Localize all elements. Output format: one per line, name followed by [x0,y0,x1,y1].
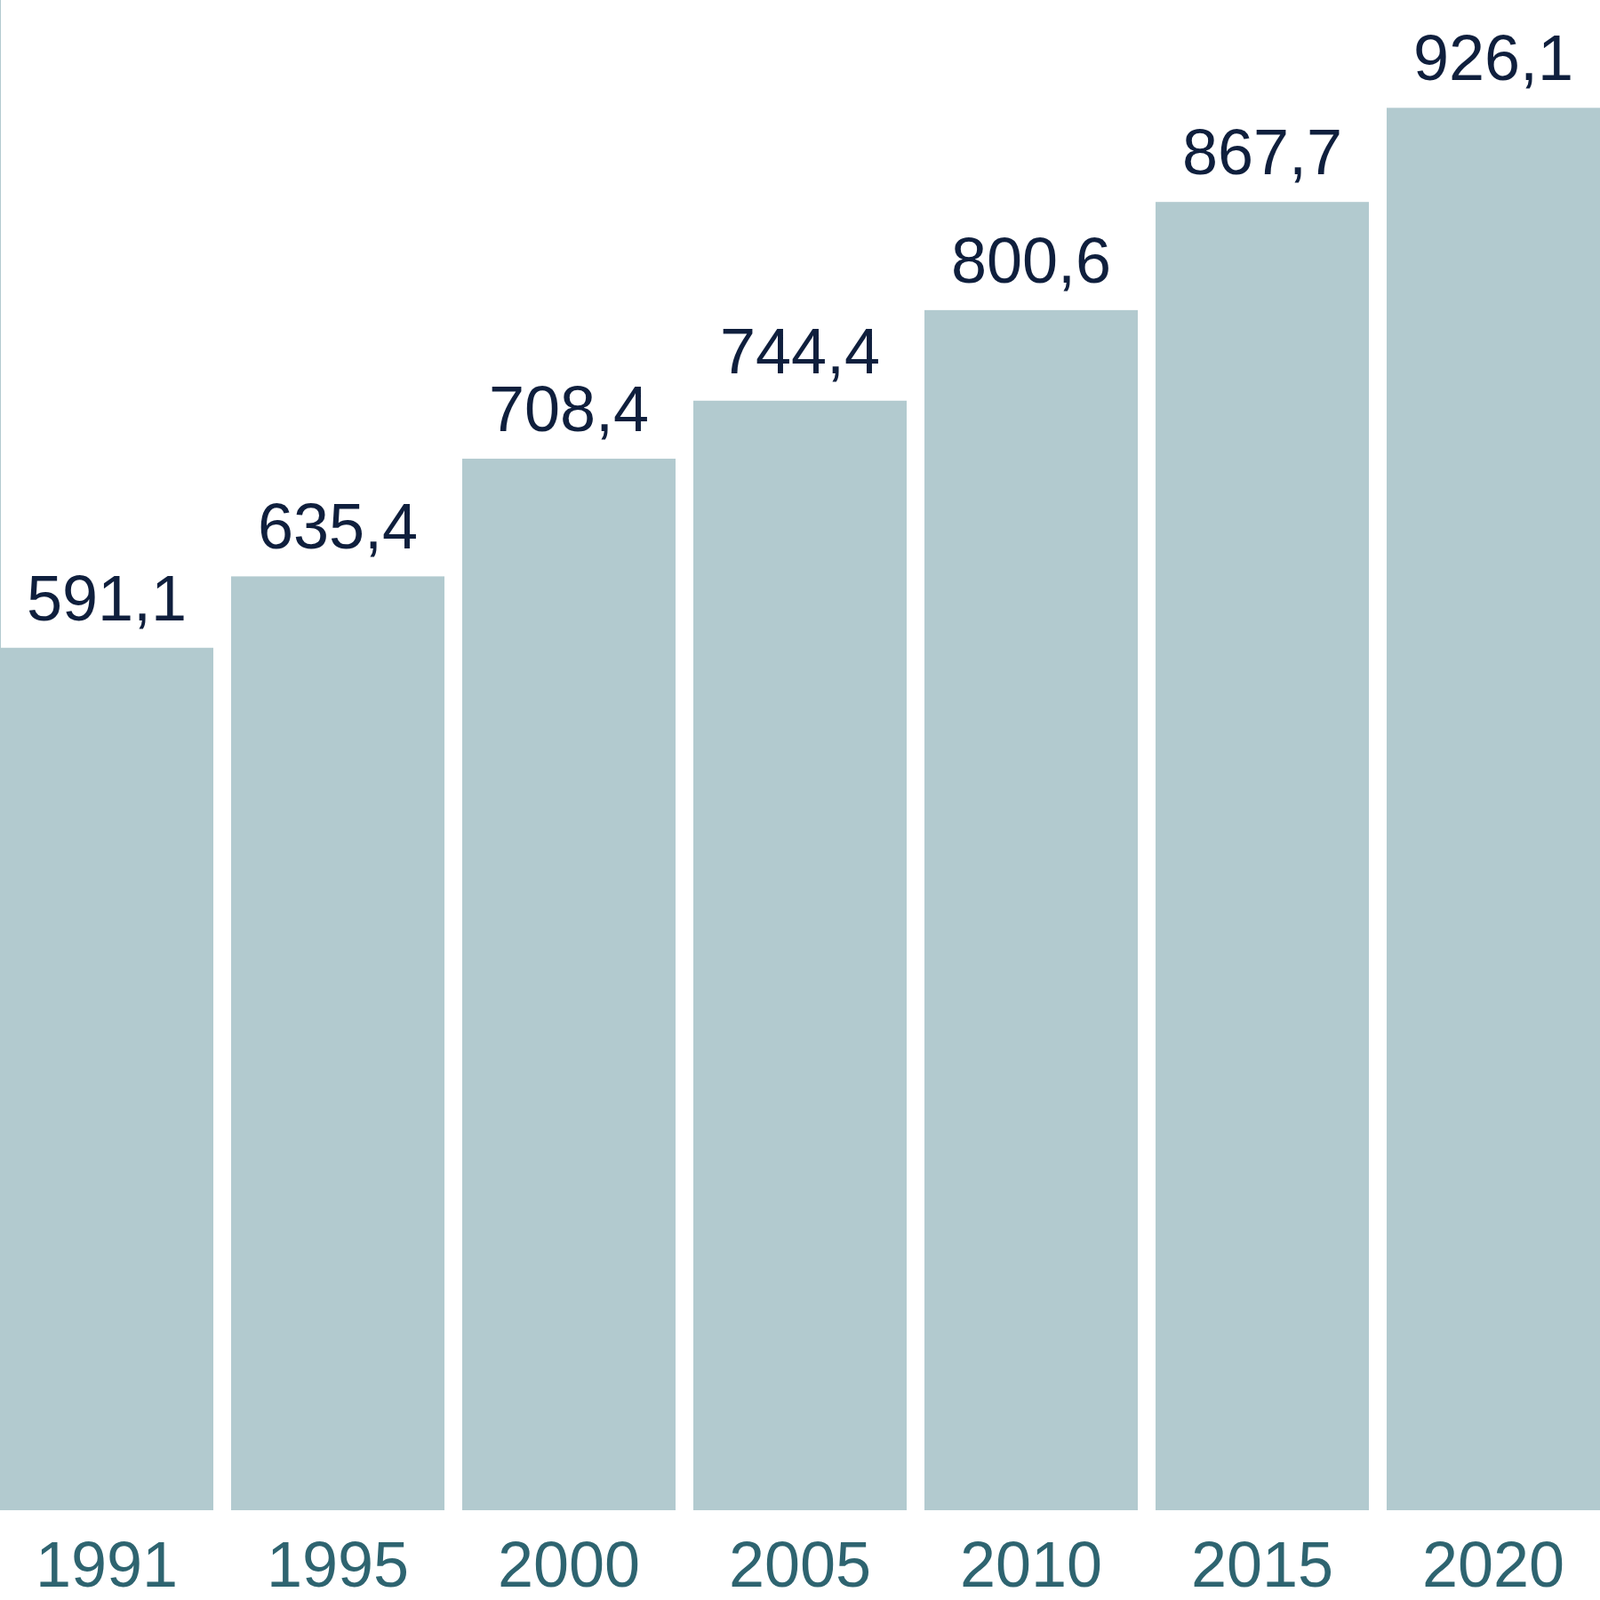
data-label: 591,1 [26,562,187,634]
bar [924,310,1138,1511]
data-label: 708,4 [488,373,649,445]
data-label: 800,6 [951,224,1112,296]
x-tick-label: 2015 [1191,1528,1334,1600]
data-label: 926,1 [1413,22,1574,94]
bar [1155,201,1369,1511]
x-tick-label: 1991 [35,1528,178,1600]
bar [693,400,907,1511]
x-tick-label: 2020 [1422,1528,1565,1600]
x-tick-label: 2000 [497,1528,640,1600]
x-tick-label: 1995 [266,1528,409,1600]
x-tick-label: 2010 [960,1528,1103,1600]
labels: 591,1 1991 635,4 1995 708,4 2000 744,4 2005 800,… [26,22,1574,1600]
bars [0,107,1600,1511]
data-label: 744,4 [720,315,880,387]
data-label: 635,4 [257,490,418,562]
chart: 591,1 1991 635,4 1995 708,4 2000 744,4 2005 800,… [0,0,1600,1600]
data-label: 867,7 [1182,116,1343,188]
bar [462,458,676,1511]
bar [1386,107,1600,1511]
x-tick-label: 2005 [728,1528,872,1600]
bar [231,576,445,1511]
bar [0,648,214,1511]
